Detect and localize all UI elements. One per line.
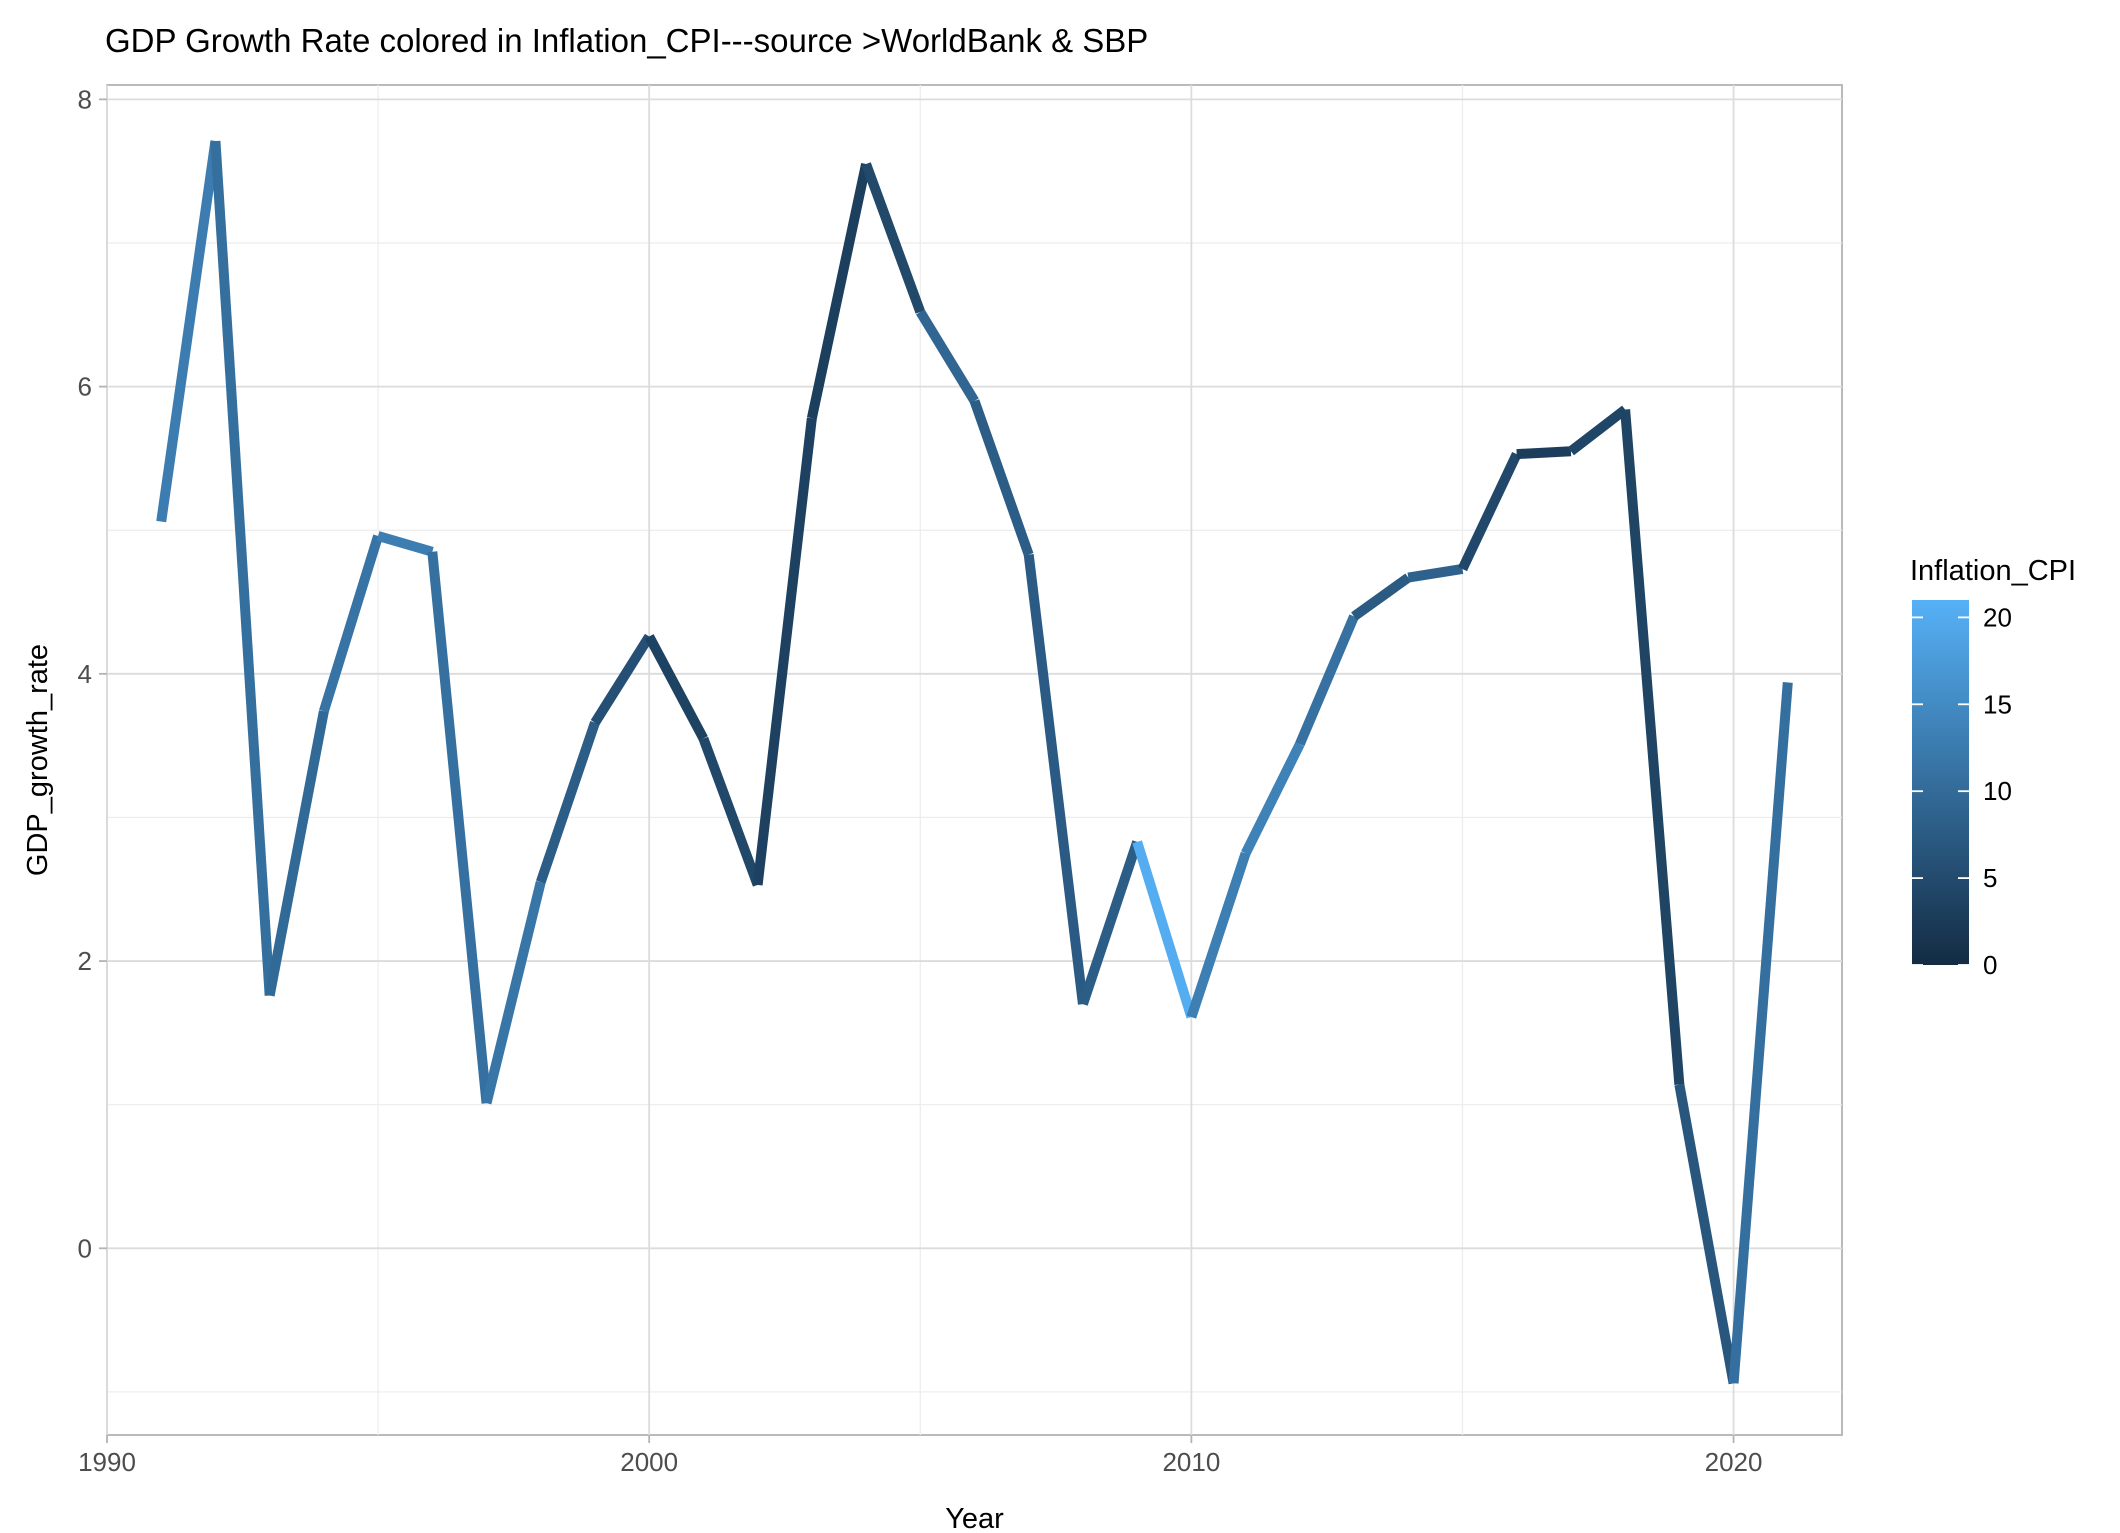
legend: Inflation_CPI 0 5 10 15 20	[1910, 555, 2076, 980]
line-segment	[590, 633, 654, 726]
line-segment	[644, 634, 708, 741]
x-axis: 1990 2000 2010 2020	[78, 1435, 1762, 1477]
line-segment	[752, 417, 817, 886]
line-segment	[1457, 451, 1522, 572]
y-tick-label: 8	[78, 84, 92, 114]
colorbar-tick-label: 20	[1983, 602, 2012, 632]
line-segment	[861, 162, 925, 314]
line-segment	[481, 880, 546, 1105]
line-segment	[1728, 682, 1793, 1384]
line-segment	[1132, 840, 1197, 1019]
colorbar-tick-label: 15	[1983, 689, 2012, 719]
line-segment	[264, 710, 329, 997]
y-axis-title: GDP_growth_rate	[22, 644, 54, 876]
colorbar-ticks: 0 5 10 15 20	[1912, 602, 2012, 980]
x-axis-title: Year	[945, 1503, 1004, 1533]
y-tick-label: 4	[78, 659, 92, 689]
line-segment	[210, 140, 275, 996]
line-segment	[1023, 554, 1088, 1005]
line-segment	[376, 531, 434, 557]
line-segment	[1295, 614, 1359, 747]
line-segment	[1351, 573, 1412, 621]
y-tick-label: 6	[78, 372, 92, 402]
colorbar	[1912, 600, 1969, 965]
line-segment	[536, 721, 600, 884]
colorbar-tick-label: 0	[1983, 950, 1997, 980]
colorbar-tick-label: 5	[1983, 863, 1997, 893]
plot-background	[106, 84, 1843, 1436]
line-segment	[1241, 741, 1305, 856]
gdp-growth-line	[156, 140, 1793, 1385]
line-segment	[1078, 840, 1142, 1006]
colorbar-tick-label: 10	[1983, 776, 2012, 806]
line-segment	[319, 534, 383, 713]
line-segment	[916, 309, 979, 404]
line-segment	[1620, 409, 1685, 1085]
line-segment	[1567, 405, 1629, 456]
y-axis: 0 2 4 6 8	[78, 84, 107, 1263]
line-segment	[698, 736, 763, 887]
line-segment	[1186, 851, 1251, 1019]
x-tick-label: 2010	[1162, 1447, 1220, 1477]
line-segment	[1407, 564, 1464, 583]
x-tick-label: 2020	[1705, 1447, 1763, 1477]
line-segment	[1516, 446, 1572, 460]
y-tick-label: 0	[78, 1233, 92, 1263]
legend-title: Inflation_CPI	[1910, 555, 2076, 587]
line-segment	[969, 399, 1034, 557]
line-segment	[427, 551, 492, 1104]
line-segment	[156, 140, 221, 523]
chart-title: GDP Growth Rate colored in Inflation_CPI…	[105, 22, 1148, 59]
x-tick-label: 2000	[620, 1447, 678, 1477]
x-tick-label: 1990	[78, 1447, 136, 1477]
y-tick-label: 2	[78, 946, 92, 976]
line-segment	[1674, 1083, 1739, 1385]
major-grid	[106, 85, 1842, 1435]
line-segment	[806, 162, 871, 420]
plot-panel	[106, 84, 1843, 1436]
